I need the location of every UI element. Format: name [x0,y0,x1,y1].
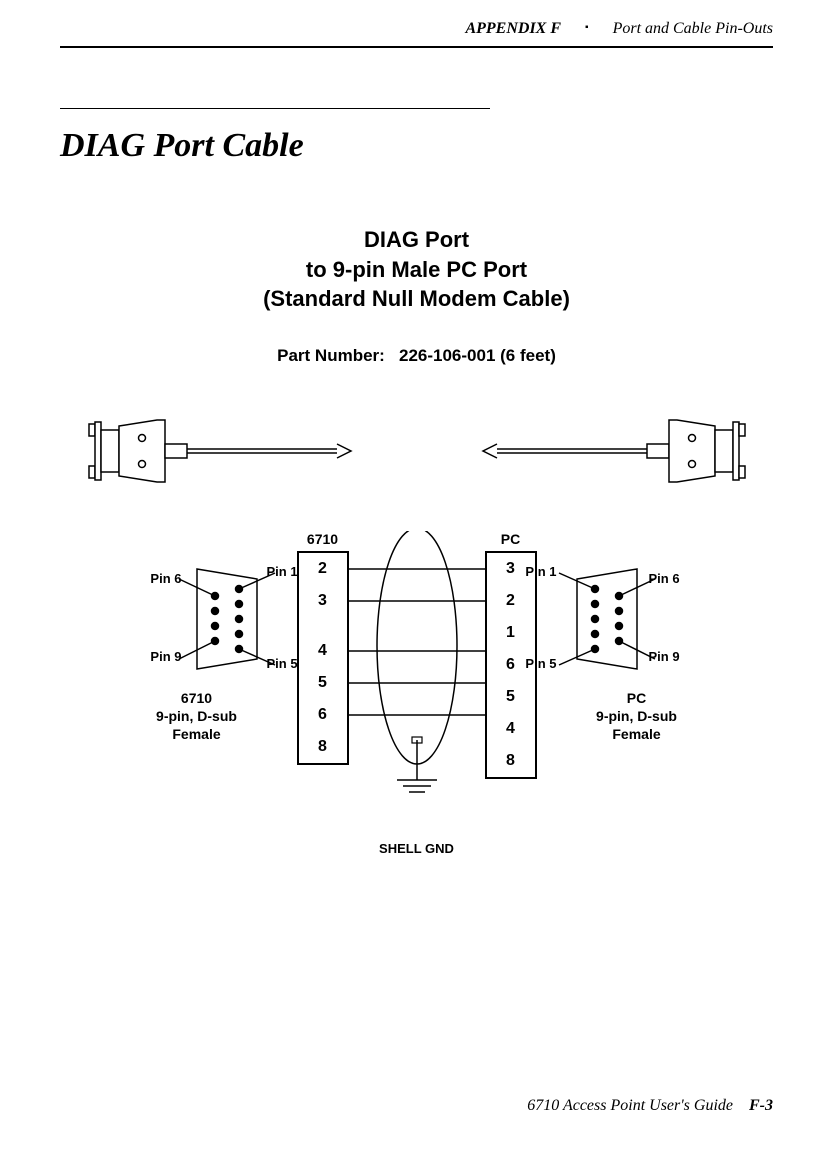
header-appendix: APPENDIX F [465,20,561,38]
footer-page: F-3 [749,1097,773,1114]
shell-gnd-label: SHELL GND [357,841,477,856]
part-number: Part Number: 226-106-001 (6 feet) [0,346,833,366]
cable-illustration [87,416,747,486]
header-rule [60,46,773,48]
wiring-diagram: 6710 PC Pin 1 Pin 5 Pin 6 Pin 9 6710 9-p… [87,531,747,881]
page-footer: 6710 Access Point User's Guide F-3 [527,1097,773,1115]
page-title: DIAG Port Cable [60,127,833,165]
wire-overlay [87,531,747,881]
diagram-title-line3: (Standard Null Modem Cable) [0,284,833,314]
header-bullet-icon: ▪ [585,22,589,33]
diagram-title-block: DIAG Port to 9-pin Male PC Port (Standar… [0,225,833,314]
part-number-label: Part Number: [277,346,385,365]
header-subtitle: Port and Cable Pin-Outs [613,20,773,38]
diagram-title-line2: to 9-pin Male PC Port [0,255,833,285]
part-number-value: 226-106-001 (6 feet) [399,346,556,365]
footer-text: 6710 Access Point User's Guide [527,1097,733,1114]
section-rule [60,108,490,109]
cable-svg [87,416,747,486]
diagram-title-line1: DIAG Port [0,225,833,255]
page-header: APPENDIX F ▪ Port and Cable Pin-Outs [0,0,833,46]
